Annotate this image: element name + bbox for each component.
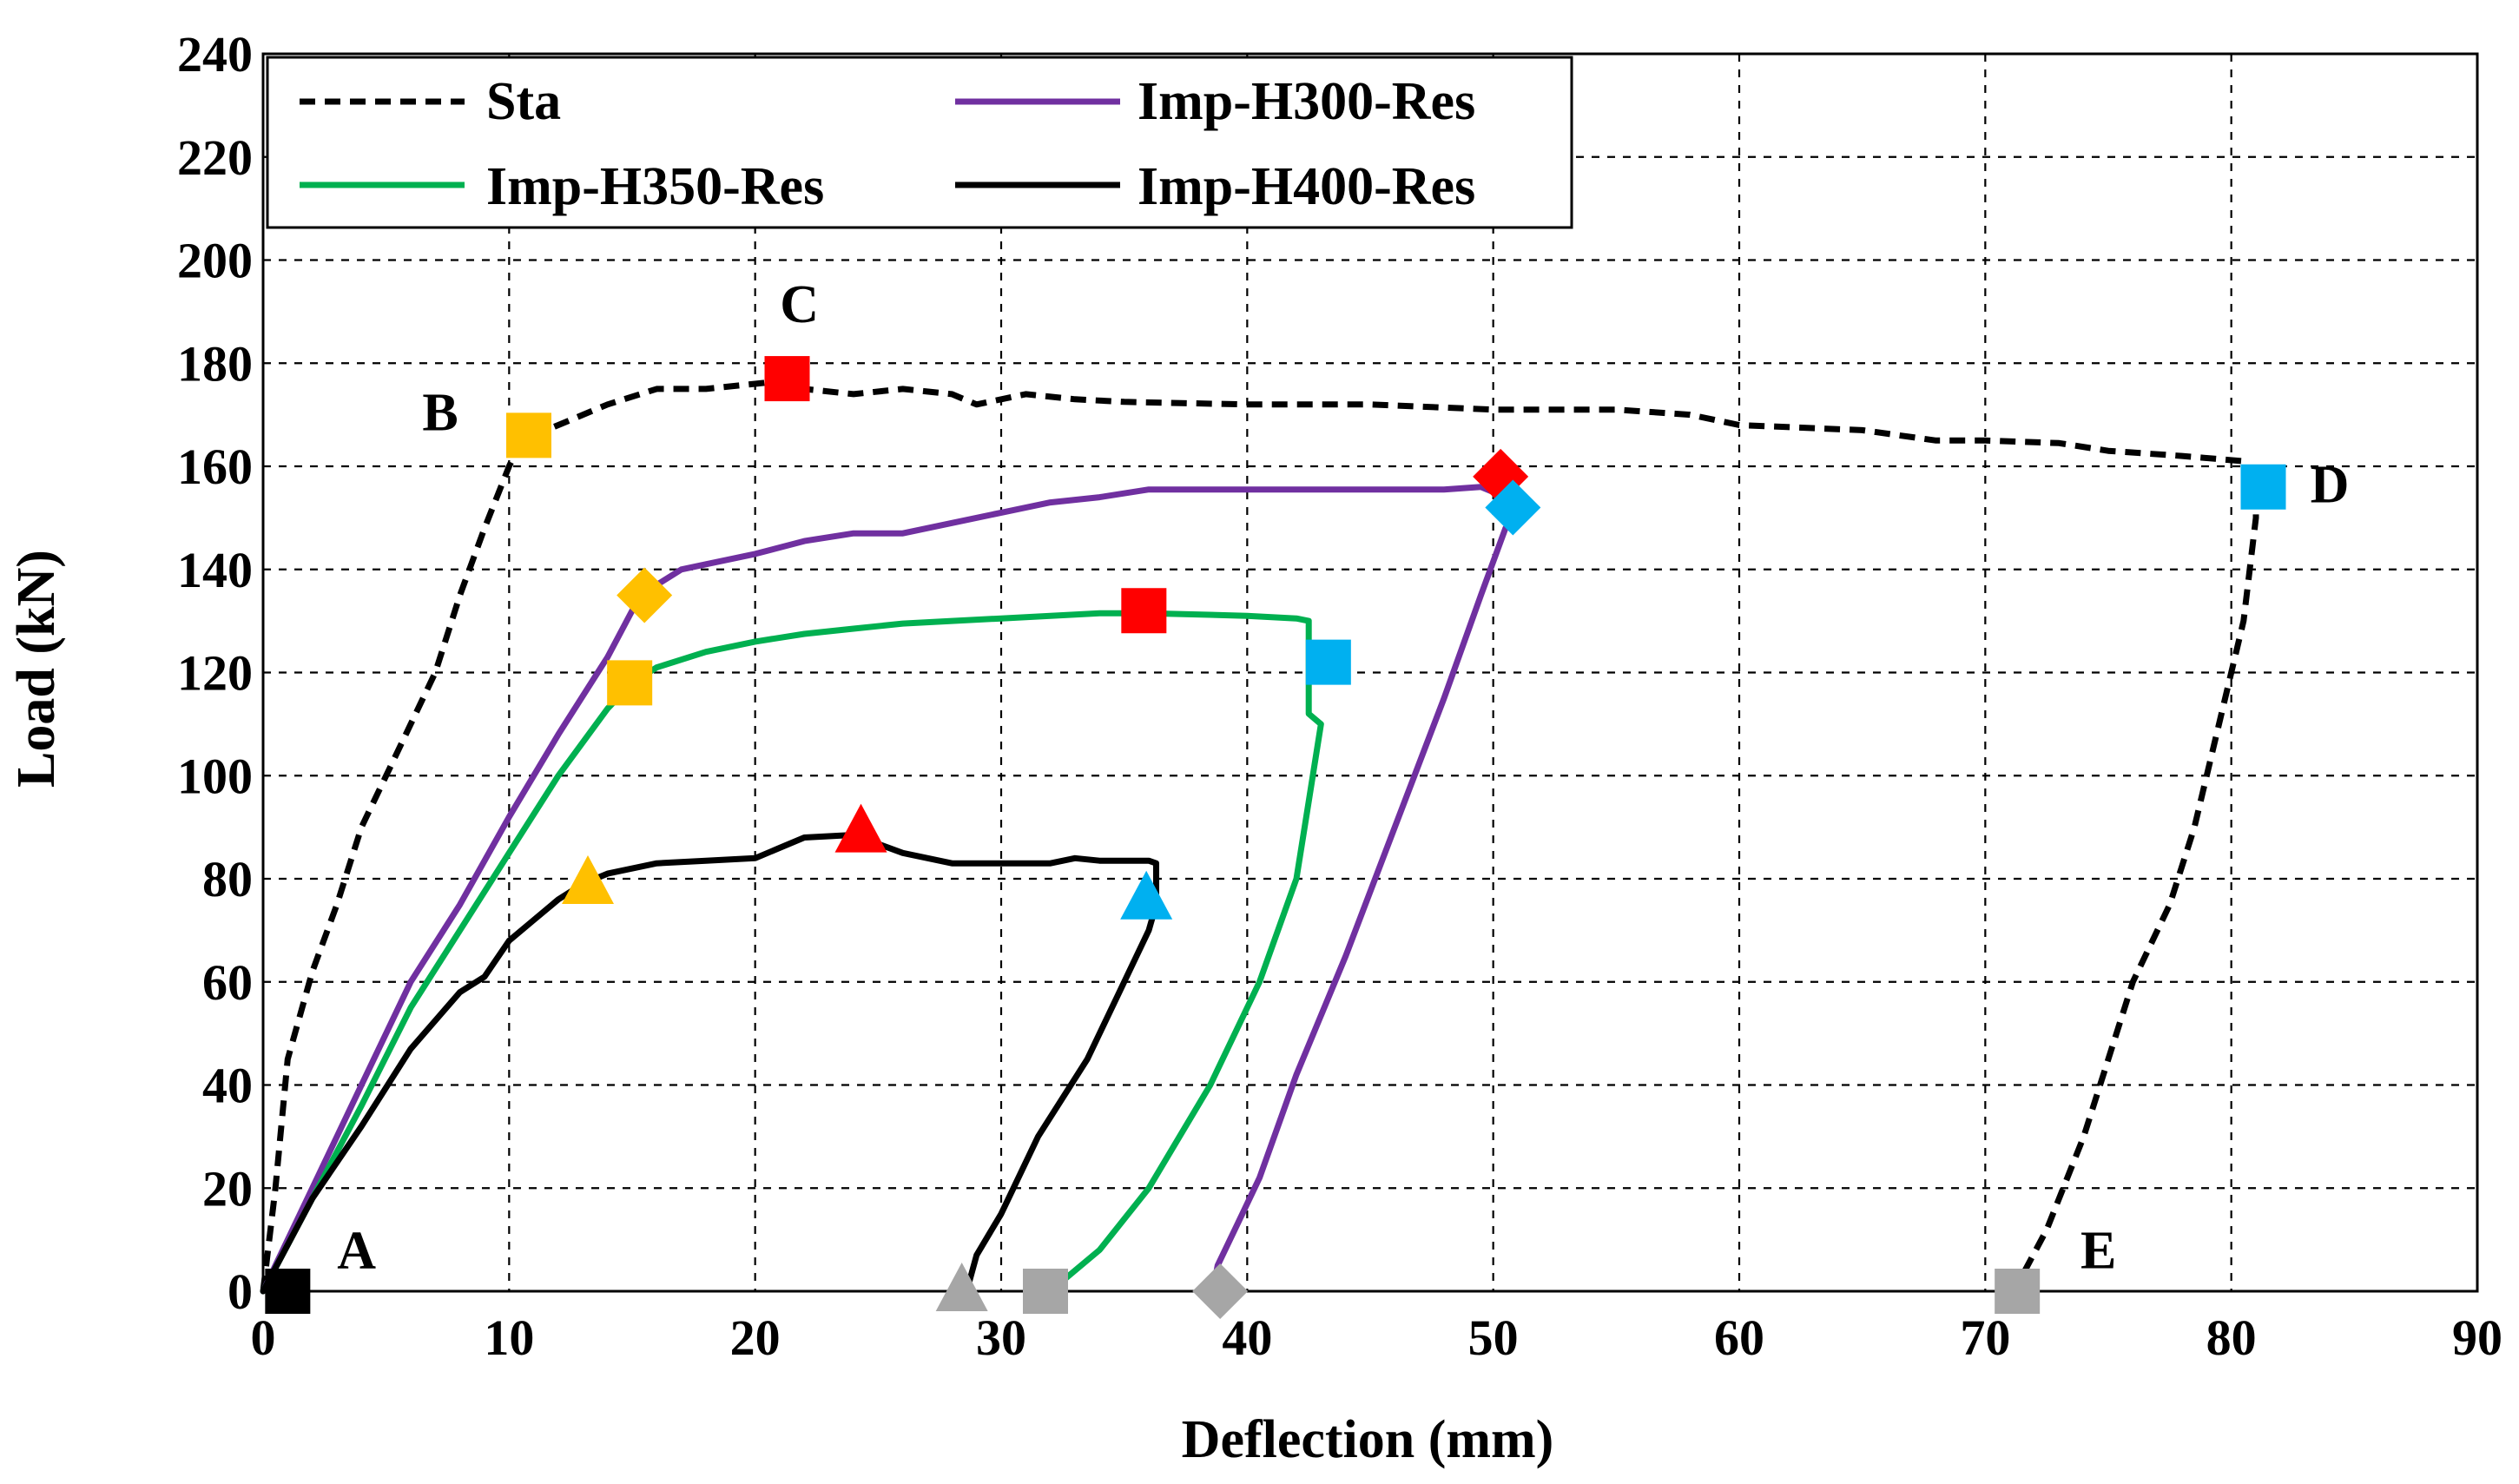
marker-square (2240, 464, 2286, 510)
marker-triangle (935, 1263, 988, 1311)
marker-triangle (562, 854, 614, 904)
x-tick-label: 40 (1222, 1309, 1272, 1366)
x-tick-label: 80 (2206, 1309, 2257, 1366)
y-axis-label: Load (kN) (7, 550, 66, 788)
data-markers (265, 356, 2286, 1319)
marker-square (1305, 639, 1351, 685)
marker-triangle (834, 803, 887, 853)
y-tick-label: 240 (177, 26, 253, 82)
y-tick-label: 120 (177, 645, 253, 702)
x-tick-label: 0 (251, 1309, 276, 1366)
series-line-imp-h300-res (260, 484, 1516, 1295)
y-tick-label: 200 (177, 233, 253, 289)
legend-box (266, 56, 1573, 229)
y-tick-label: 140 (177, 542, 253, 598)
y-tick-label: 20 (202, 1160, 253, 1217)
x-tick-label: 90 (2452, 1309, 2503, 1366)
x-tick-label: 60 (1714, 1309, 1764, 1366)
y-tick-label: 160 (177, 439, 253, 495)
marker-square (607, 660, 653, 706)
legend-label-imp-h400-res: Imp-H400-Res (1138, 157, 1475, 216)
y-tick-label: 180 (177, 335, 253, 392)
series-line-sta (260, 378, 2259, 1294)
marker-diamond (617, 567, 673, 623)
legend-label-imp-h300-res: Imp-H300-Res (1138, 72, 1475, 131)
y-tick-label: 0 (228, 1263, 253, 1320)
point-label-a: A (337, 1221, 376, 1280)
marker-square (265, 1269, 311, 1314)
marker-square (506, 412, 551, 458)
y-tick-label: 220 (177, 129, 253, 186)
marker-diamond (1192, 1263, 1249, 1319)
marker-square (1995, 1269, 2041, 1314)
x-axis-label: Deflection (mm) (1182, 1410, 1554, 1469)
x-tick-label: 10 (484, 1309, 534, 1366)
marker-diamond (1485, 479, 1541, 536)
point-label-c: C (780, 275, 819, 334)
y-tick-label: 100 (177, 748, 253, 804)
y-tick-label: 60 (202, 954, 253, 1011)
legend-label-sta: Sta (486, 72, 561, 131)
x-tick-label: 50 (1468, 1309, 1519, 1366)
point-labels: A B C D E (337, 275, 2349, 1281)
x-tick-label: 70 (1960, 1309, 2010, 1366)
y-tick-label: 40 (202, 1058, 253, 1114)
legend-label-imp-h350-res: Imp-H350-Res (486, 157, 824, 216)
point-label-b: B (422, 383, 458, 442)
x-tick-label: 30 (976, 1309, 1026, 1366)
point-label-d: D (2311, 456, 2350, 515)
point-label-e: E (2080, 1221, 2116, 1280)
series-line-imp-h350-res (260, 610, 1324, 1295)
marker-square (1023, 1269, 1068, 1314)
marker-square (764, 356, 810, 402)
x-tick-label: 20 (730, 1309, 781, 1366)
y-tick-label: 80 (202, 851, 253, 907)
marker-triangle (1120, 870, 1173, 920)
legend: Sta Imp-H300-Res Imp-H350-Res Imp-H400-R… (266, 56, 1573, 229)
tick-labels: 0 10 20 30 40 50 60 70 80 90 0 20 40 60 80 100 120 140 160… (177, 26, 2503, 1366)
gridlines (263, 54, 2477, 1291)
marker-square (1121, 588, 1167, 634)
plot-frame (261, 52, 2479, 1293)
